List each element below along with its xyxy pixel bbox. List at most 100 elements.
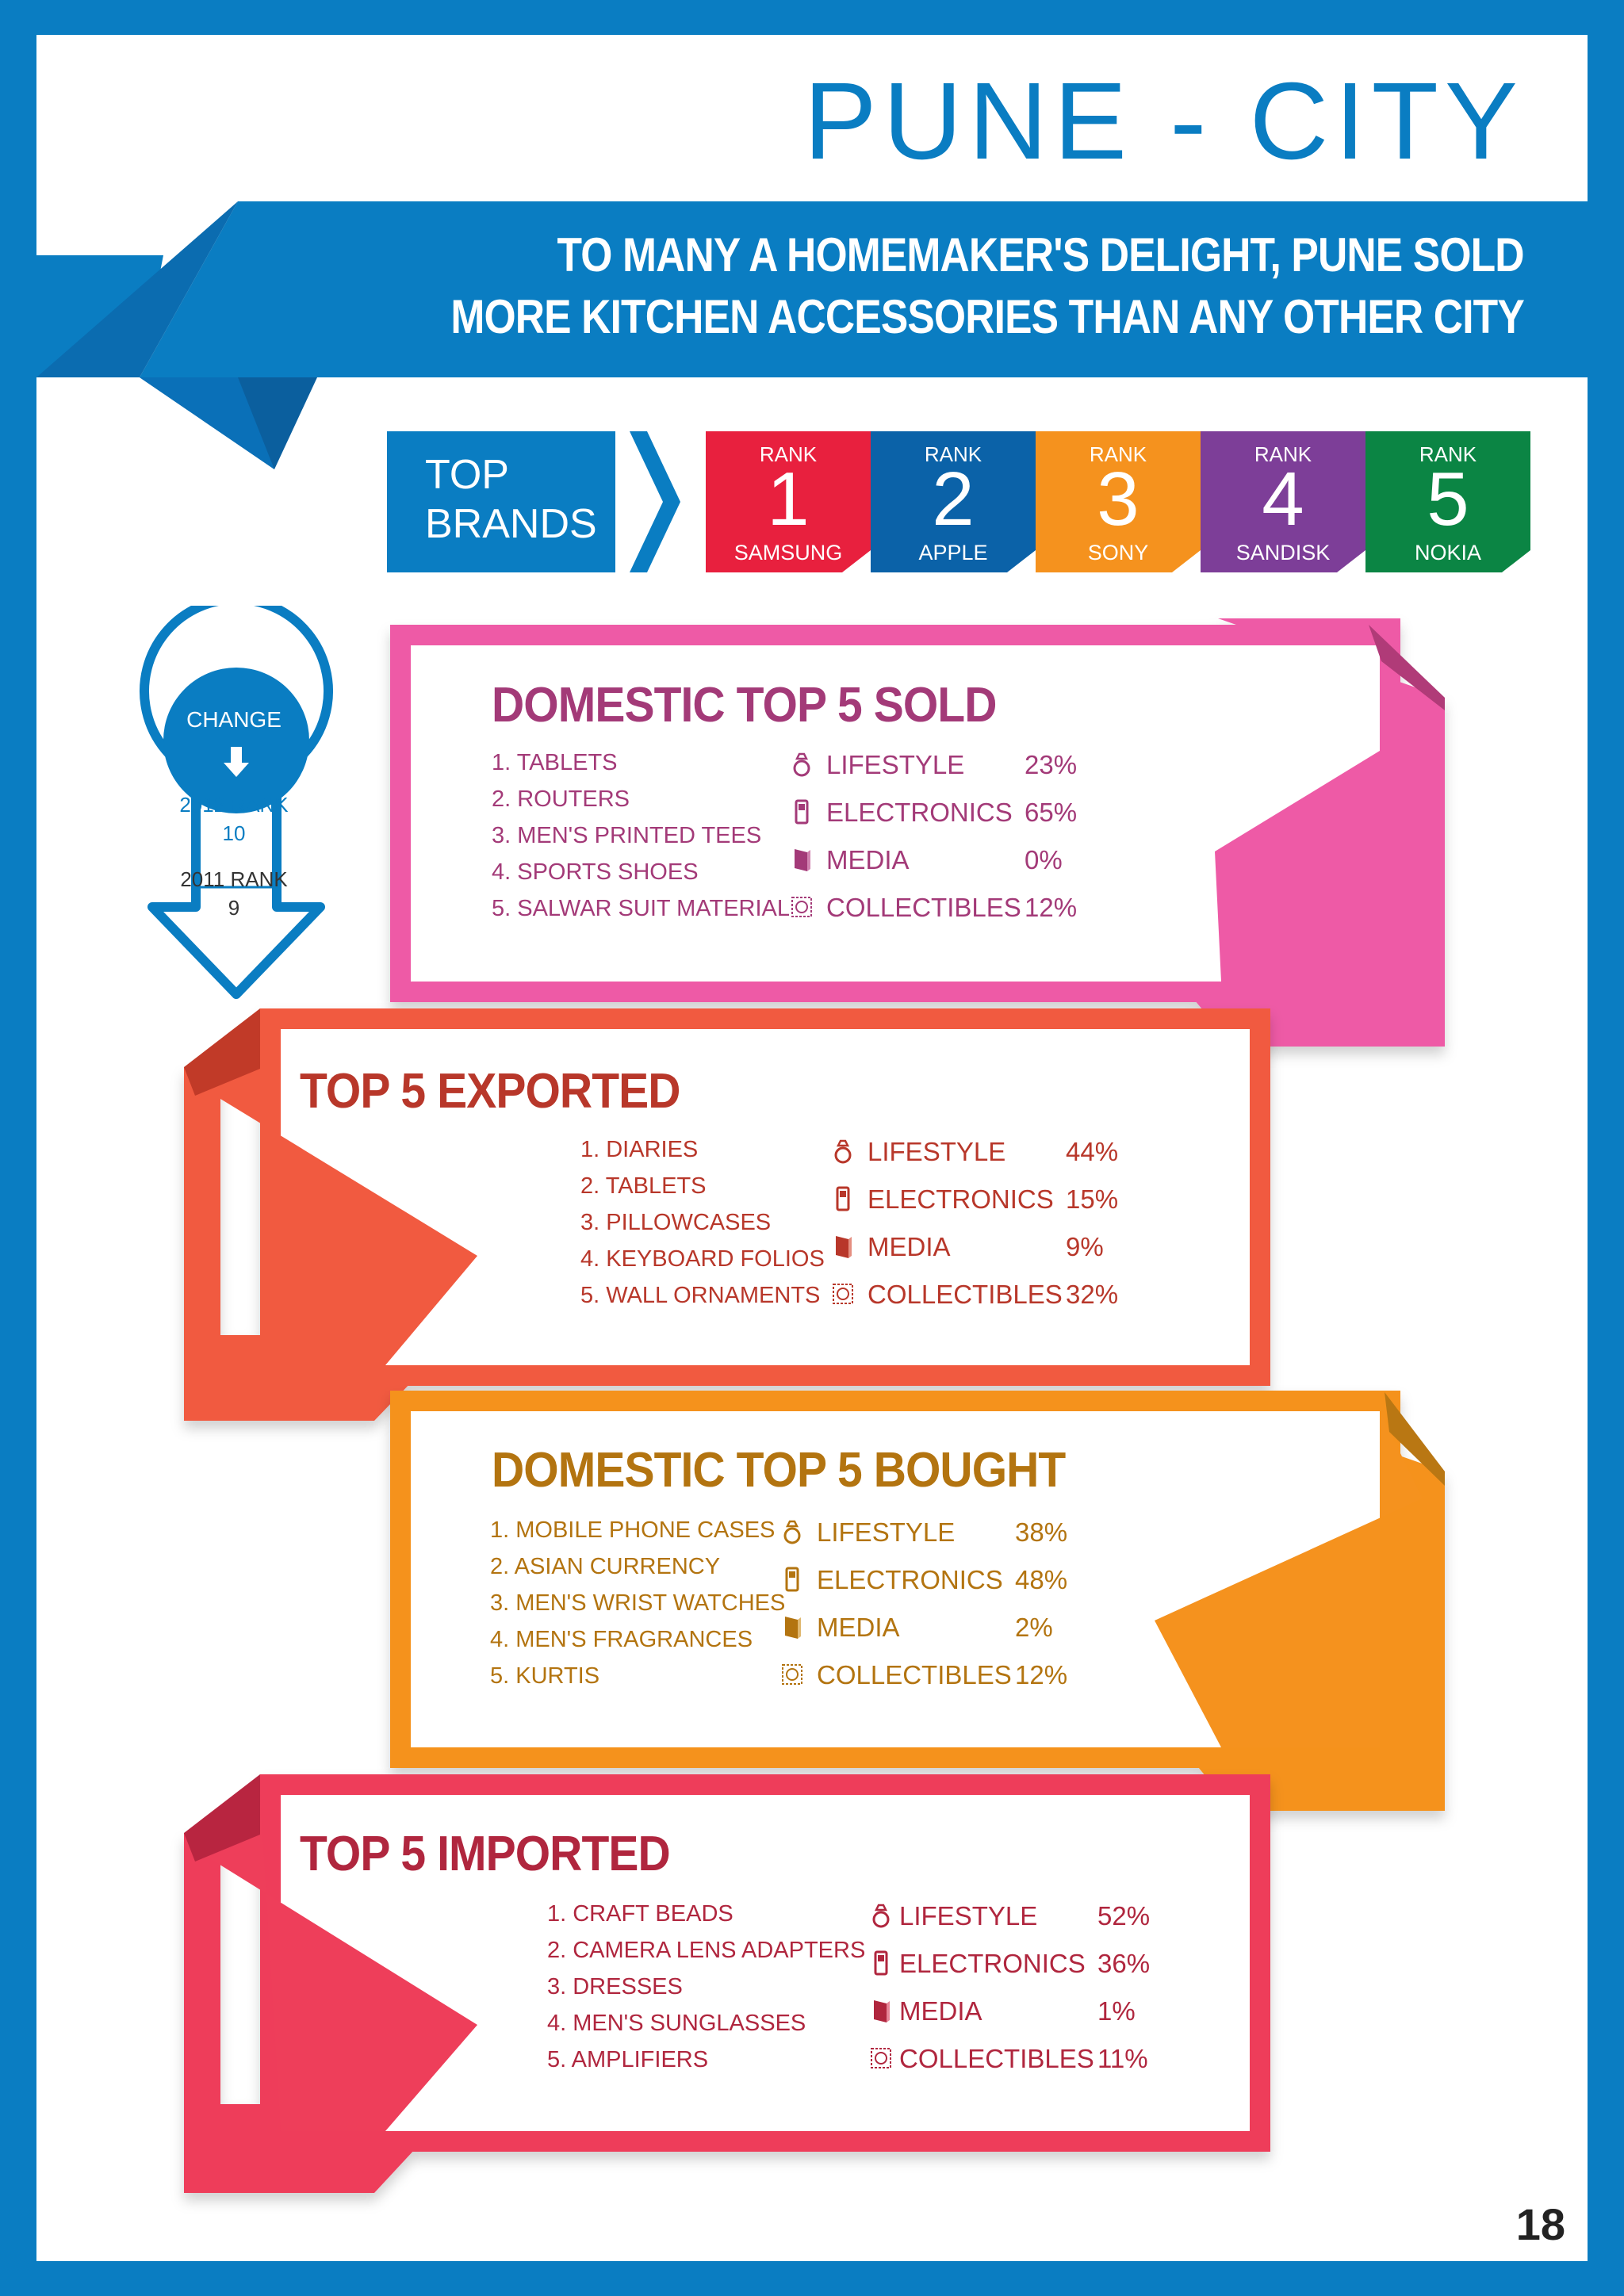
category-label: MEDIA [868,1232,951,1261]
ring-icon [793,752,810,777]
book-icon [795,849,810,871]
category-pct: 65% [1025,798,1078,827]
category-pct: 23% [1025,750,1078,779]
stamp-icon [782,1664,802,1685]
category-pct: 9% [1066,1232,1104,1261]
page-title: PUNE - CITY [803,60,1524,182]
rank-number: 1 [767,457,810,541]
rank-label: RANK [924,442,982,466]
subtitle-line-1: TO MANY A HOMEMAKER'S DELIGHT, PUNE SOLD [557,228,1525,281]
list-item: 5. KURTIS [490,1663,600,1689]
stamp-icon [791,897,812,917]
brand-rank-1: RANK 1 SAMSUNG [706,431,871,572]
category-pct: 11% [1097,2044,1148,2073]
rank-label: RANK [1089,442,1147,466]
category-pct: 44% [1066,1137,1119,1166]
book-icon [874,2000,890,2022]
brand-name: SAMSUNG [733,541,843,564]
brand-name: NOKIA [1414,541,1482,564]
category-pct: 12% [1025,893,1078,922]
section-title-imported: TOP 5 IMPORTED [300,1827,671,1881]
category-label: MEDIA [826,845,910,874]
phone-icon [836,1186,850,1211]
category-label: MEDIA [899,1996,982,2026]
list-item: 1. DIARIES [580,1137,699,1162]
category-label: LIFESTYLE [817,1517,956,1547]
list-item: 3. DRESSES [547,1974,683,1999]
list-item: 4. SPORTS SHOES [492,859,699,885]
rank-number: 2 [932,457,975,541]
category-pct: 36% [1097,1949,1151,1978]
category-pct: 38% [1015,1517,1068,1547]
page-number: 18 [1515,2199,1565,2249]
rank-label: RANK [1254,442,1312,466]
category-pct: 48% [1015,1565,1068,1594]
book-icon [836,1236,852,1258]
list-item: 4. KEYBOARD FOLIOS [580,1246,825,1272]
category-label: ELECTRONICS [868,1184,1054,1214]
rank-2011-label: 2011 RANK [180,867,288,891]
ring-icon [872,1904,890,1928]
ring-icon [834,1139,852,1164]
brand-name: SONY [1087,541,1149,564]
list-item: 3. MEN'S WRIST WATCHES [490,1590,786,1616]
category-label: COLLECTIBLES [826,893,1021,922]
list-item: 3. MEN'S PRINTED TEES [492,823,762,848]
top-brands-label-line1: TOP [425,452,509,498]
section-title-exported: TOP 5 EXPORTED [300,1064,680,1119]
infographic-page: PUNE - CITY TO MANY A HOMEMAKER'S DELIGH… [36,35,1588,2261]
list-item: 1. TABLETS [492,750,618,775]
category-pct: 52% [1097,1901,1151,1931]
category-label: COLLECTIBLES [817,1660,1012,1689]
rank-number: 4 [1262,457,1304,541]
category-label: COLLECTIBLES [899,2044,1094,2073]
list-item: 2. TABLETS [580,1173,707,1199]
category-label: LIFESTYLE [826,750,965,779]
list-item: 1. CRAFT BEADS [547,1901,733,1927]
rank-2011-value: 9 [228,896,240,920]
category-pct: 15% [1066,1184,1119,1214]
section-title-domestic-bought: DOMESTIC TOP 5 BOUGHT [492,1443,1066,1498]
category-label: ELECTRONICS [899,1949,1086,1978]
change-badge [140,606,333,999]
stamp-icon [871,2048,891,2068]
subtitle-line-2: MORE KITCHEN ACCESSORIES THAN ANY OTHER … [450,290,1524,343]
list-item: 4. MEN'S FRAGRANCES [490,1627,753,1652]
category-pct: 12% [1015,1660,1068,1689]
category-pct: 32% [1066,1280,1119,1309]
brand-rank-3: RANK 3 SONY [1036,431,1201,572]
list-item: 5. WALL ORNAMENTS [580,1283,821,1308]
rank-label: RANK [759,442,818,466]
rank-number: 3 [1097,457,1139,541]
rank-2012-value: 10 [222,821,246,845]
top-brands-label-line2: BRANDS [425,501,597,547]
category-label: ELECTRONICS [817,1565,1003,1594]
list-item: 4. MEN'S SUNGLASSES [547,2011,806,2036]
category-label: LIFESTYLE [868,1137,1006,1166]
brand-rank-5: RANK 5 NOKIA [1365,431,1530,572]
category-pct: 0% [1025,845,1063,874]
category-label: ELECTRONICS [826,798,1013,827]
ribbon-shapes [184,618,1445,2193]
category-label: COLLECTIBLES [868,1280,1063,1309]
phone-icon [874,1950,888,1976]
category-pct: 2% [1015,1613,1053,1642]
phone-icon [795,799,809,825]
category-label: LIFESTYLE [899,1901,1038,1931]
phone-icon [785,1567,799,1592]
subtitle-banner [36,201,1588,469]
list-item: 1. MOBILE PHONE CASES [490,1517,776,1543]
list-item: 5. AMPLIFIERS [547,2047,709,2072]
category-pct: 1% [1097,1996,1136,2026]
brand-rank-4: RANK 4 SANDISK [1201,431,1365,572]
top-brands-label: TOP BRANDS [387,431,615,572]
rank-number: 5 [1427,457,1469,541]
rank-label: RANK [1419,442,1477,466]
list-item: 5. SALWAR SUIT MATERIAL [492,896,791,921]
book-icon [785,1617,801,1639]
list-item: 2. ASIAN CURRENCY [490,1554,721,1579]
change-label: CHANGE [186,707,282,732]
list-item: 3. PILLOWCASES [580,1210,772,1235]
stamp-icon [833,1284,853,1304]
rank-2012-label: 2012 RANK [179,793,289,817]
